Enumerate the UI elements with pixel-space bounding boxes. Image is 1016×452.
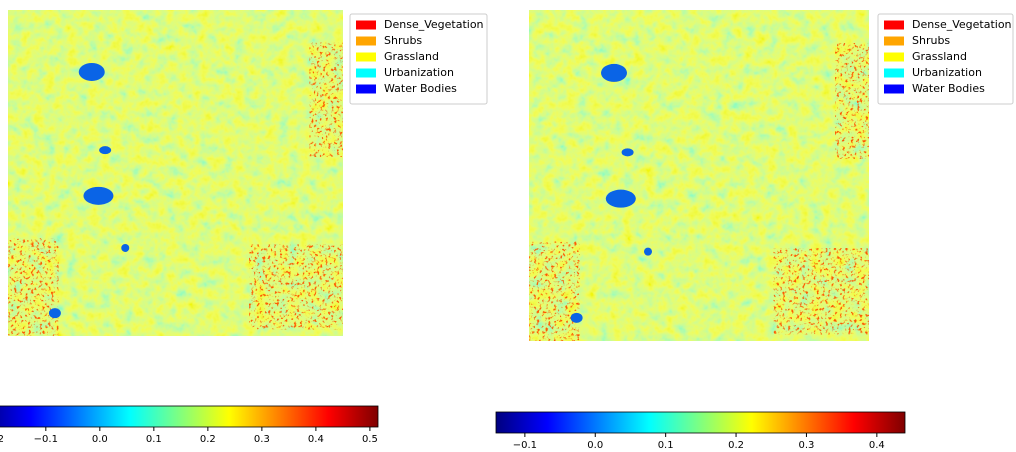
colorbar-tick-label: 0.0	[587, 440, 603, 451]
colorbar-tick-label: 0.2	[728, 440, 744, 451]
legend-swatch	[884, 52, 904, 62]
map-image	[529, 10, 869, 341]
legend-label: Grassland	[912, 50, 967, 63]
legend-label: Urbanization	[912, 66, 982, 79]
colorbar-tick-label: −0.1	[34, 434, 58, 445]
legend-swatch	[356, 52, 376, 62]
water-body	[78, 62, 105, 81]
legend-swatch	[356, 84, 376, 94]
red-patch	[529, 241, 580, 341]
red-patch	[835, 43, 869, 159]
red-patch	[773, 248, 869, 335]
colorbar	[495, 411, 906, 434]
water-body	[621, 148, 634, 157]
legend-label: Shrubs	[912, 34, 950, 47]
colorbar-tick-label: 0.3	[254, 434, 270, 445]
legend-label: Dense_Vegetation	[384, 18, 484, 31]
colorbar-tick-label: 0.1	[658, 440, 674, 451]
colorbar-tick-label: 0.1	[146, 434, 162, 445]
water-body	[121, 243, 130, 252]
colorbar-tick-label: 0.4	[869, 440, 885, 451]
legend-label: Water Bodies	[384, 82, 457, 95]
legend-swatch	[356, 36, 376, 46]
legend-swatch	[356, 68, 376, 78]
colorbar-tick-label: −0.2	[0, 434, 4, 445]
colorbar-tick-label: 0.5	[362, 434, 378, 445]
water-body	[570, 312, 583, 323]
legend-swatch	[884, 20, 904, 30]
colorbar-tick-label: 0.2	[200, 434, 216, 445]
water-body	[644, 247, 652, 256]
legend-box	[349, 13, 488, 105]
water-body	[601, 63, 627, 82]
water-body	[48, 308, 61, 319]
legend-swatch	[884, 68, 904, 78]
legend-label: Grassland	[384, 50, 439, 63]
red-patch	[8, 238, 59, 336]
colorbar-tick-label: 0.4	[308, 434, 324, 445]
colorbar-tick-label: 0.3	[798, 440, 814, 451]
colorbar-tick-label: −0.1	[513, 440, 537, 451]
water-body	[99, 146, 112, 155]
map-image	[8, 10, 343, 336]
legend-swatch	[356, 20, 376, 30]
colorbar	[0, 405, 379, 428]
water-body	[83, 186, 114, 205]
water-body	[605, 189, 636, 208]
colorbar-tick-label: 0.0	[92, 434, 108, 445]
legend-label: Dense_Vegetation	[912, 18, 1012, 31]
legend-box	[877, 13, 1014, 105]
red-patch	[249, 244, 343, 330]
legend-label: Water Bodies	[912, 82, 985, 95]
legend-swatch	[884, 36, 904, 46]
red-patch	[309, 42, 343, 157]
legend-label: Urbanization	[384, 66, 454, 79]
legend-label: Shrubs	[384, 34, 422, 47]
legend-swatch	[884, 84, 904, 94]
